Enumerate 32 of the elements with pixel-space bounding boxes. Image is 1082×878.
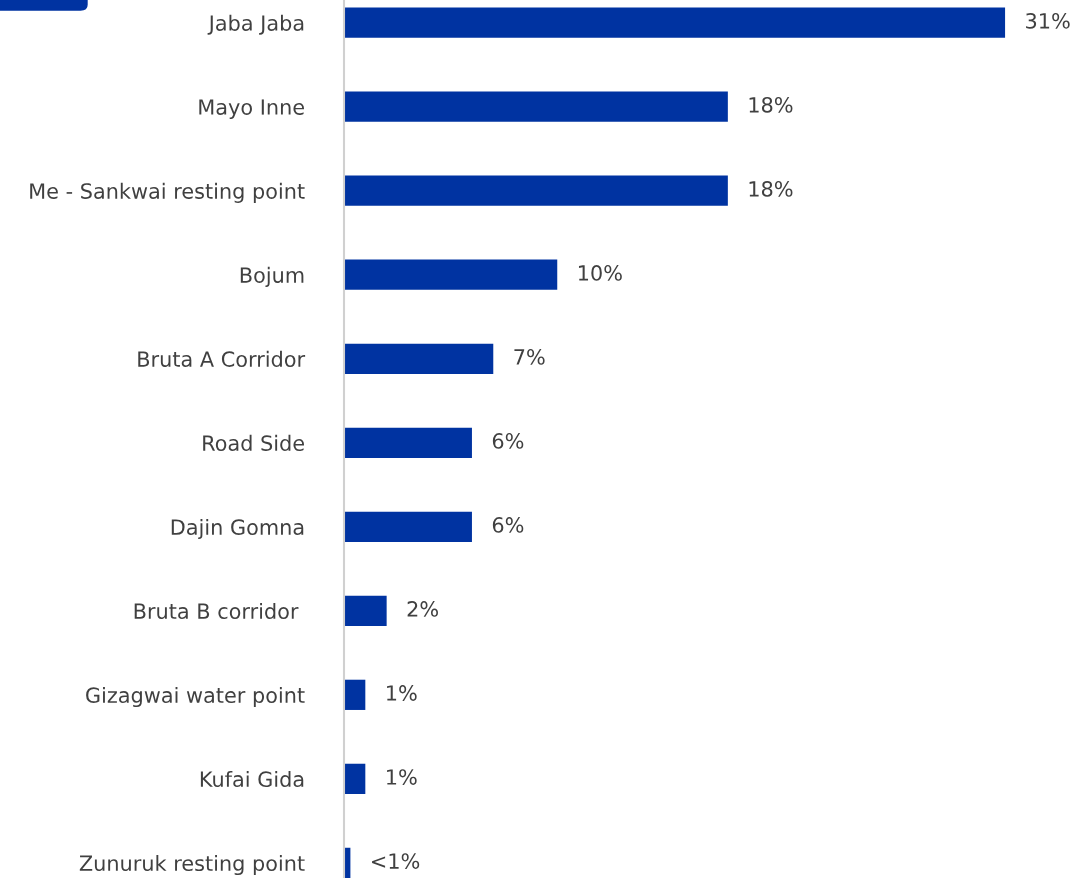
y-tick-label: Me - Sankwai resting point — [30, 182, 305, 203]
bar — [344, 427, 472, 458]
bar — [344, 175, 728, 206]
y-tick-label: Dajin Gomna — [171, 518, 304, 540]
bar — [344, 679, 366, 710]
bar — [344, 595, 387, 626]
bar — [344, 511, 472, 542]
bar — [344, 763, 366, 794]
data-label: <1% — [372, 853, 420, 869]
data-label: 6% — [492, 433, 524, 449]
bar — [344, 343, 494, 374]
y-tick-label: Bruta A Corridor — [138, 350, 306, 367]
y-tick-label: Bruta B corridor — [134, 602, 299, 620]
y-tick-label: Gizagwai water point — [86, 686, 305, 708]
bar — [344, 259, 558, 290]
y-tick-label: Zunuruk resting point — [79, 854, 305, 876]
data-label: 1% — [387, 685, 417, 701]
data-label: 7% — [514, 349, 545, 365]
data-label: 18% — [749, 96, 793, 113]
data-label: 2% — [407, 601, 438, 617]
y-tick-label: Bojum — [240, 266, 304, 287]
y-tick-label: Kufai Gida — [200, 770, 304, 788]
data-label: 31% — [1026, 12, 1070, 29]
bar — [344, 91, 728, 122]
data-label: 1% — [387, 769, 417, 785]
y-tick-label: Mayo Inne — [199, 99, 304, 119]
data-label: 6% — [492, 517, 524, 533]
data-label: 18% — [749, 181, 793, 197]
bar — [344, 7, 1006, 38]
y-tick-label: Road Side — [203, 434, 304, 451]
y-tick-label: Jaba Jaba — [207, 14, 304, 35]
data-label: 10% — [578, 265, 622, 281]
